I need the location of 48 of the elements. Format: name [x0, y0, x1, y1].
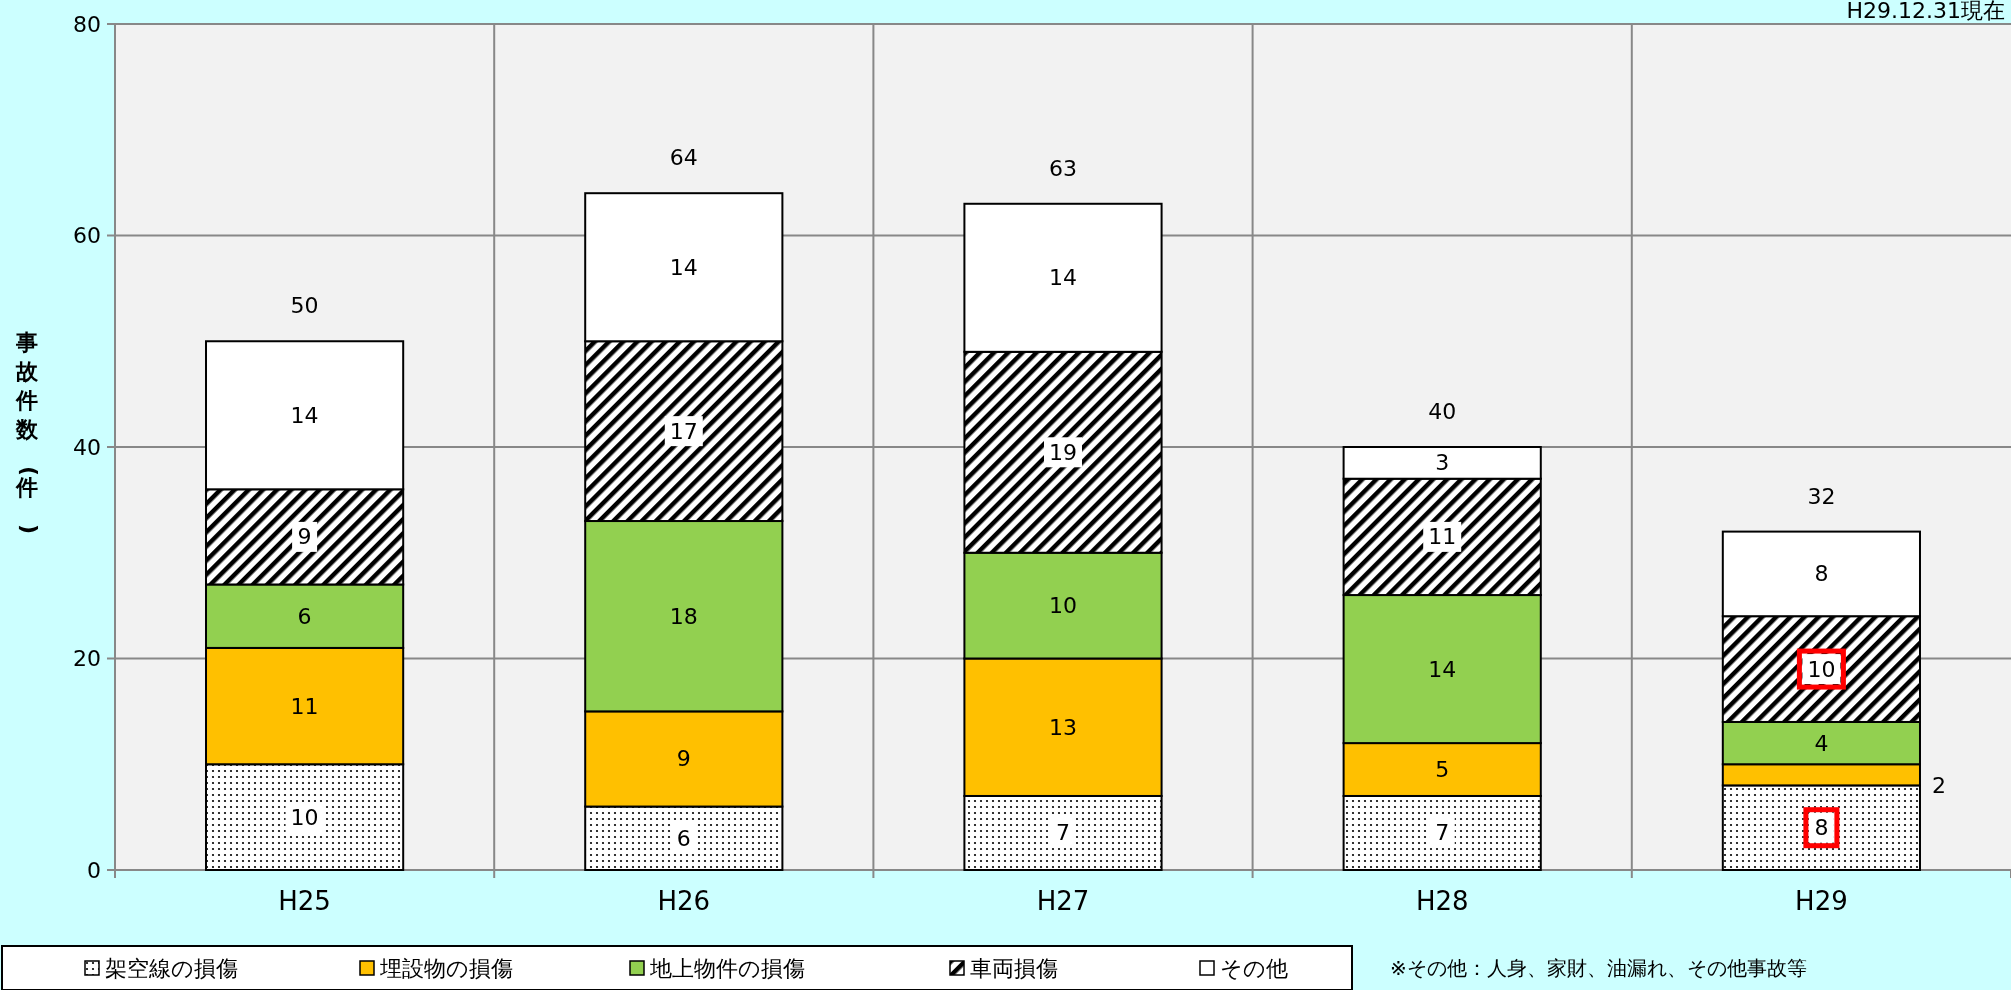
x-tick-label: H26: [657, 886, 711, 916]
data-label: 17: [669, 418, 698, 444]
legend-label: 架空線の損傷: [105, 955, 238, 981]
x-tick-label: H28: [1415, 886, 1469, 916]
data-label: 10: [1049, 593, 1077, 619]
legend-label: 埋設物の損傷: [379, 955, 513, 981]
data-label: 10: [290, 804, 319, 830]
x-tick-label: H29: [1795, 886, 1848, 916]
data-label: 14: [1049, 265, 1077, 291]
data-label: 7: [1056, 820, 1070, 846]
legend-label: 地上物件の損傷: [649, 955, 805, 981]
data-label: 11: [1428, 524, 1457, 550]
data-label: 14: [669, 254, 698, 280]
data-label: 18: [669, 603, 698, 629]
data-label: 4: [1814, 730, 1829, 756]
x-tick-label: H27: [1036, 886, 1090, 916]
data-label: 13: [1049, 714, 1077, 740]
data-label: 11: [290, 693, 319, 719]
data-label: 6: [297, 603, 312, 629]
legend-label: その他: [1220, 955, 1288, 981]
data-label: 8: [1814, 815, 1829, 841]
data-label: 14: [1428, 656, 1457, 682]
y-tick-label: 40: [73, 434, 101, 460]
data-label: 7: [1435, 820, 1450, 846]
data-label: 19: [1049, 439, 1077, 465]
total-label: 63: [1049, 155, 1077, 181]
data-label: 8: [1814, 561, 1829, 587]
data-label: 2: [1931, 772, 1946, 798]
y-tick-label: 0: [87, 857, 101, 883]
text: ※その他：人身、家財、油漏れ、その他事故等: [1390, 956, 1807, 980]
y-axis-title: 事故件数(件): [15, 330, 42, 535]
y-tick-label: 20: [73, 646, 101, 671]
total-label: 50: [290, 293, 319, 319]
text: H29.12.31現在: [1846, 0, 2005, 23]
y-tick-label: 60: [73, 223, 101, 248]
data-label: 6: [676, 825, 691, 851]
total-label: 40: [1428, 399, 1457, 424]
x-tick-label: H25: [278, 886, 331, 916]
data-label: 5: [1435, 757, 1450, 783]
y-tick-label: 80: [73, 11, 101, 37]
data-label: 9: [297, 524, 312, 550]
data-label: 9: [676, 746, 691, 772]
data-label: 3: [1435, 450, 1450, 476]
total-label: 32: [1807, 483, 1836, 509]
total-label: 64: [669, 145, 698, 171]
data-label: 10: [1807, 656, 1836, 682]
data-label: 14: [290, 402, 319, 428]
legend-label: 車両損傷: [970, 955, 1058, 981]
